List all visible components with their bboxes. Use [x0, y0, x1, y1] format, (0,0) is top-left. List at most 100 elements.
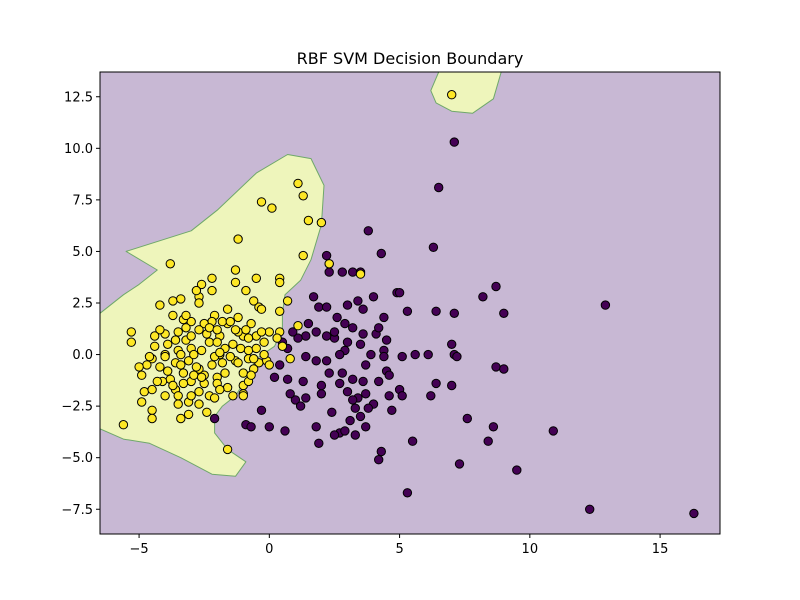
data-point-class-0: [387, 405, 397, 415]
x-tick-label: 10: [522, 542, 539, 557]
y-tick-label: 7.5: [72, 193, 93, 208]
data-point-class-1: [293, 178, 303, 189]
data-point-class-1: [220, 368, 230, 378]
data-point-class-0: [350, 430, 360, 440]
data-point-class-0: [452, 351, 462, 362]
plot-area: [99, 71, 721, 535]
data-point-class-1: [298, 250, 308, 261]
data-point-class-1: [165, 259, 176, 269]
y-axis: −7.5 −5.0 −2.5 0.0 2.5 5.0 7.5 10.0 12.5: [61, 90, 100, 518]
data-point-class-0: [512, 465, 522, 475]
data-point-class-0: [366, 349, 376, 360]
data-point-class-1: [217, 358, 228, 368]
data-point-class-1: [275, 277, 285, 288]
data-point-class-1: [160, 391, 170, 401]
data-point-class-1: [285, 354, 295, 364]
data-point-class-0: [449, 137, 459, 147]
data-point-class-0: [285, 389, 295, 399]
data-point-class-1: [246, 370, 256, 380]
data-point-class-0: [499, 364, 509, 374]
data-point-class-0: [246, 422, 256, 432]
data-point-class-0: [348, 323, 358, 333]
data-point-class-0: [483, 436, 493, 446]
data-point-class-0: [394, 288, 405, 298]
data-point-class-1: [249, 296, 259, 306]
data-point-class-0: [499, 308, 509, 318]
data-point-class-1: [303, 215, 314, 226]
data-point-class-0: [434, 182, 444, 193]
data-point-class-1: [176, 349, 186, 360]
data-point-class-1: [181, 310, 191, 321]
data-point-class-1: [212, 325, 222, 335]
data-point-class-1: [249, 354, 259, 364]
data-point-class-0: [431, 306, 441, 316]
data-point-class-0: [379, 312, 389, 323]
data-point-class-0: [301, 331, 311, 341]
data-point-class-1: [233, 234, 243, 244]
data-point-class-0: [350, 403, 360, 413]
data-point-class-0: [397, 351, 407, 362]
data-point-class-0: [374, 455, 384, 465]
data-point-class-1: [191, 362, 202, 372]
decision-region-class-1: [430, 72, 502, 114]
data-point-class-1: [228, 339, 238, 349]
data-point-class-0: [275, 360, 285, 370]
data-point-class-0: [402, 488, 413, 498]
data-point-class-1: [207, 273, 217, 283]
data-points: [118, 90, 699, 519]
data-point-class-1: [189, 370, 199, 380]
data-point-class-1: [137, 370, 147, 380]
data-point-class-1: [176, 413, 186, 424]
data-point-class-1: [241, 285, 251, 296]
data-point-class-1: [316, 217, 327, 228]
data-point-class-1: [173, 391, 183, 401]
data-point-class-0: [335, 378, 345, 389]
data-point-class-1: [189, 349, 199, 360]
data-point-class-0: [431, 378, 441, 389]
data-point-class-1: [207, 285, 217, 296]
data-point-class-1: [183, 409, 194, 420]
data-point-class-1: [176, 360, 186, 370]
data-point-class-1: [176, 294, 186, 304]
chart-title: RBF SVM Decision Boundary: [297, 49, 524, 68]
data-point-class-1: [160, 351, 170, 362]
data-point-class-0: [353, 296, 363, 306]
data-point-class-1: [238, 368, 249, 378]
data-point-class-1: [298, 191, 308, 201]
x-axis: −5 0 5 10 15: [129, 534, 668, 557]
data-point-class-1: [225, 351, 236, 362]
data-point-class-0: [209, 413, 220, 424]
data-point-class-1: [355, 269, 366, 279]
data-point-class-1: [212, 337, 222, 347]
data-point-class-0: [363, 403, 373, 413]
data-point-class-0: [316, 380, 327, 391]
data-point-class-0: [376, 446, 386, 457]
data-point-class-1: [196, 345, 207, 356]
data-point-class-0: [280, 426, 290, 436]
data-point-class-0: [368, 292, 379, 302]
data-point-class-0: [363, 226, 373, 236]
data-point-class-0: [374, 376, 384, 387]
data-point-class-1: [204, 337, 215, 347]
data-point-class-1: [241, 325, 251, 335]
data-point-class-1: [194, 325, 204, 335]
data-point-class-1: [186, 391, 196, 401]
data-point-class-1: [139, 387, 150, 397]
data-point-class-1: [282, 296, 293, 306]
data-point-class-1: [204, 323, 215, 333]
data-point-class-1: [238, 391, 249, 401]
data-point-class-0: [321, 331, 332, 341]
data-point-class-0: [342, 387, 353, 397]
data-point-class-0: [428, 242, 439, 253]
data-point-class-0: [311, 422, 321, 432]
data-point-class-1: [134, 362, 144, 372]
data-point-class-1: [251, 273, 261, 283]
y-tick-label: 12.5: [64, 90, 93, 105]
data-point-class-0: [345, 415, 355, 426]
data-point-class-0: [600, 300, 611, 310]
data-point-class-1: [147, 413, 157, 424]
data-point-class-1: [256, 327, 267, 337]
data-point-class-1: [163, 339, 173, 349]
y-tick-label: 10.0: [64, 142, 93, 157]
